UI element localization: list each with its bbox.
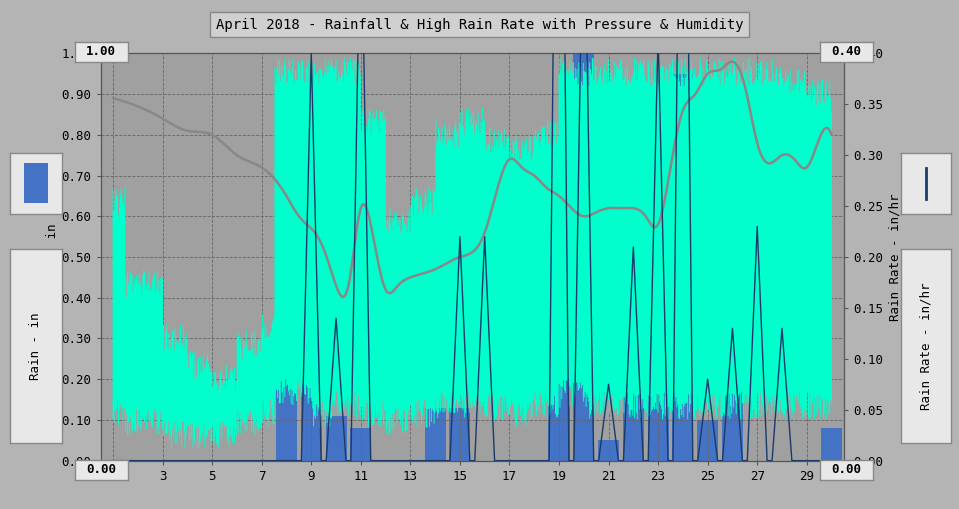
Bar bbox=[425, 408, 446, 461]
Bar bbox=[821, 428, 842, 461]
Text: 0.00: 0.00 bbox=[86, 463, 116, 476]
Bar bbox=[722, 326, 743, 461]
Text: 0.40: 0.40 bbox=[831, 45, 861, 59]
Bar bbox=[301, 379, 322, 461]
Bar bbox=[697, 420, 718, 461]
Bar bbox=[276, 375, 297, 461]
Text: Rain - in: Rain - in bbox=[30, 313, 42, 380]
Bar bbox=[647, 290, 668, 461]
Text: 0.00: 0.00 bbox=[831, 463, 861, 476]
Bar bbox=[325, 416, 346, 461]
Text: April 2018 - Rainfall & High Rain Rate with Pressure & Humidity: April 2018 - Rainfall & High Rain Rate w… bbox=[216, 18, 743, 32]
Bar bbox=[598, 440, 620, 461]
Text: Rain Rate - in/hr: Rain Rate - in/hr bbox=[920, 282, 933, 410]
Bar bbox=[350, 428, 371, 461]
Bar bbox=[549, 155, 570, 461]
Bar bbox=[573, 53, 595, 461]
Y-axis label: Rain Rate - in/hr: Rain Rate - in/hr bbox=[888, 193, 901, 321]
Text: 1.00: 1.00 bbox=[86, 45, 116, 59]
Bar bbox=[24, 163, 48, 203]
Y-axis label: Rain - in: Rain - in bbox=[46, 223, 58, 291]
Bar bbox=[622, 375, 643, 461]
Bar bbox=[672, 74, 693, 461]
Bar bbox=[450, 408, 471, 461]
